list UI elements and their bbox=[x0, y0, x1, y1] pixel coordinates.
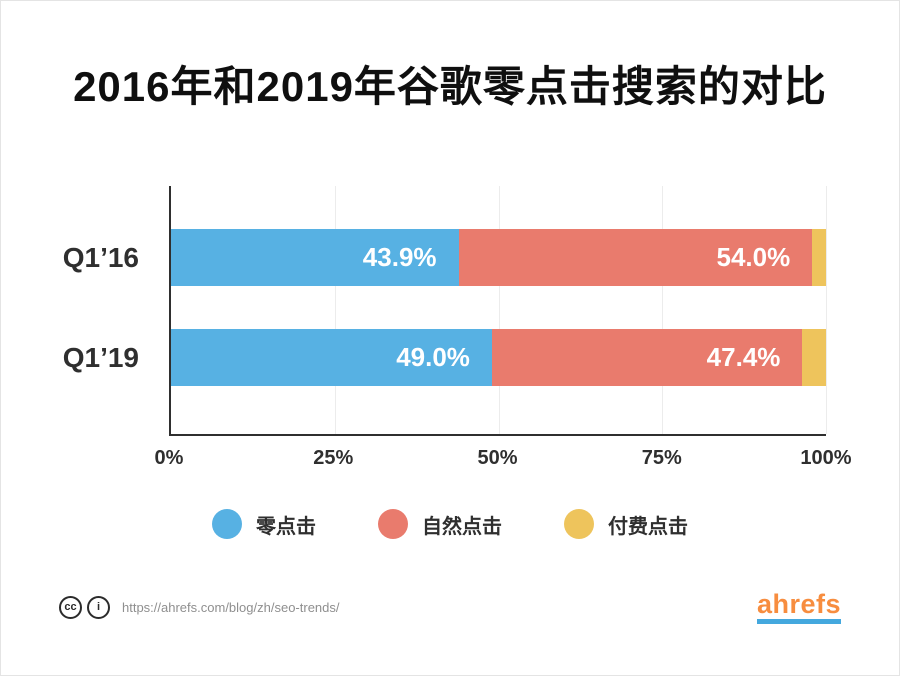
bar-segment bbox=[802, 329, 826, 386]
legend-label: 付费点击 bbox=[608, 515, 688, 538]
legend-label: 自然点击 bbox=[422, 515, 502, 538]
legend: 零点击 自然点击 付费点击 bbox=[1, 509, 899, 539]
bar-segment-label: 49.0% bbox=[396, 342, 470, 372]
x-tick-label: 25% bbox=[313, 447, 354, 469]
x-axis-ticks: 0% 25% 50% 75% 100% bbox=[155, 447, 852, 473]
bar-segment: 47.4% bbox=[491, 329, 803, 386]
legend-swatch-icon bbox=[564, 509, 594, 539]
legend-item: 付费点击 bbox=[564, 509, 688, 539]
attribution-info-icon: i bbox=[87, 595, 110, 619]
category-label: Q1’19 bbox=[62, 342, 139, 373]
x-tick-label: 50% bbox=[477, 447, 518, 469]
bar-segment: 49.0% bbox=[171, 329, 492, 386]
bar-segment-label: 43.9% bbox=[362, 242, 437, 272]
bar-segment-label: 54.0% bbox=[716, 242, 791, 272]
category-axis: Q1’16 Q1’19 bbox=[31, 186, 153, 436]
legend-label: 零点击 bbox=[256, 515, 316, 538]
ahrefs-logo: ahrefs bbox=[756, 590, 841, 625]
grid-line bbox=[498, 186, 500, 434]
legend-swatch-icon bbox=[212, 509, 242, 539]
bar-segment-label: 47.4% bbox=[706, 342, 781, 372]
legend-item: 自然点击 bbox=[378, 509, 502, 539]
chart-title: 2016年和2019年谷歌零点击搜索的对比 bbox=[73, 63, 827, 110]
cc-license-icons: cc i bbox=[59, 595, 110, 619]
grid-line bbox=[334, 186, 336, 434]
source-url[interactable]: https://ahrefs.com/blog/zh/seo-trends/ bbox=[122, 599, 340, 615]
bar-row: 43.9% 54.0% bbox=[171, 229, 826, 286]
x-tick-label: 100% bbox=[800, 447, 852, 469]
category-label: Q1’16 bbox=[62, 242, 139, 273]
footer: cc i https://ahrefs.com/blog/zh/seo-tren… bbox=[59, 587, 841, 627]
legend-swatch-icon bbox=[378, 509, 408, 539]
x-tick-label: 75% bbox=[641, 447, 682, 469]
legend-item: 零点击 bbox=[212, 509, 316, 539]
bar-segment: 43.9% bbox=[171, 229, 459, 286]
cc-icon: cc bbox=[59, 595, 82, 619]
x-tick-label: 0% bbox=[154, 447, 184, 469]
bar-segment: 54.0% bbox=[458, 229, 813, 286]
grid-line bbox=[826, 186, 827, 434]
bar-row: 49.0% 47.4% bbox=[171, 329, 826, 386]
bar-segment bbox=[812, 229, 826, 286]
plot-area: 43.9% 54.0% 49.0% 47.4% bbox=[169, 186, 827, 436]
grid-line bbox=[662, 186, 664, 434]
